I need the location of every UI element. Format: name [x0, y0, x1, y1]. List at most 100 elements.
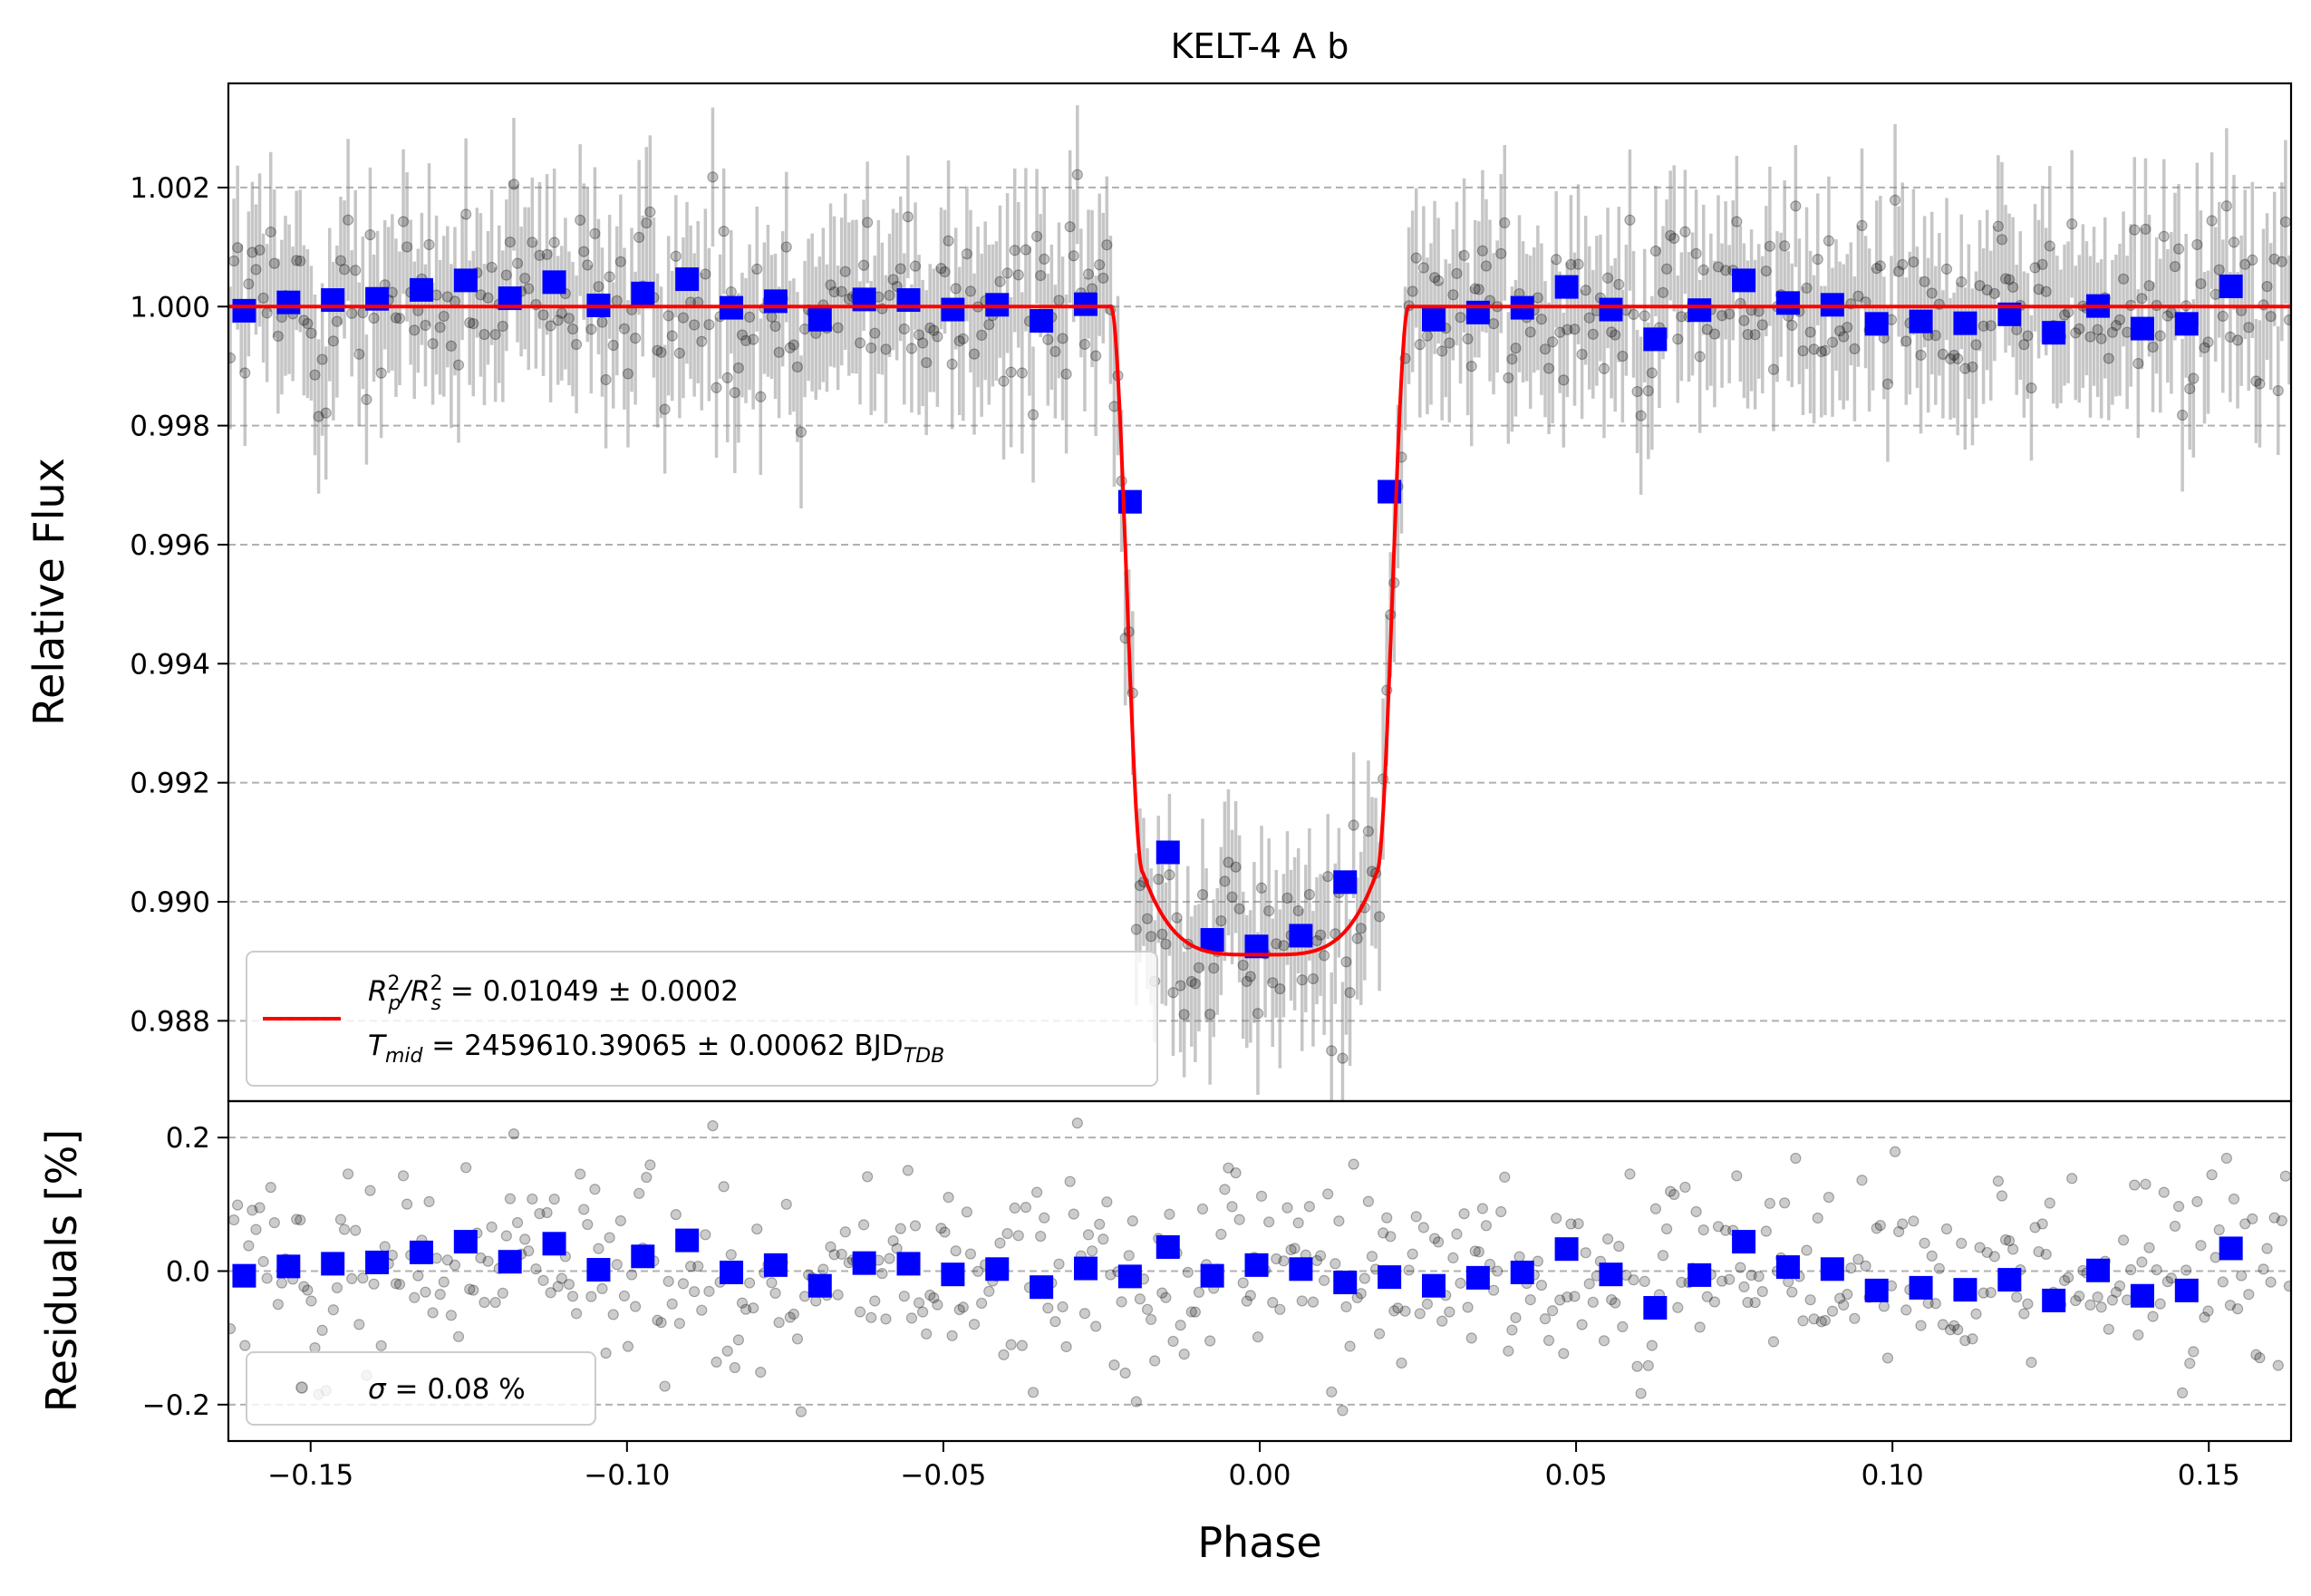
flux-binned-point [2130, 316, 2154, 341]
residual-point [1871, 1223, 1882, 1234]
residual-point [1587, 1296, 1599, 1308]
residual-y-tick-label: −0.2 [142, 1389, 210, 1422]
flux-point [1646, 367, 1658, 379]
flux-point [2066, 218, 2078, 230]
residual-point [1716, 1275, 1728, 1287]
residual-point [1801, 1244, 1813, 1256]
flux-point [950, 283, 962, 295]
residual-point [250, 1224, 262, 1235]
residual-point [1215, 1228, 1227, 1240]
residual-point [1535, 1279, 1548, 1291]
flux-point [327, 335, 339, 347]
residual-point [909, 1220, 922, 1232]
flux-point [500, 269, 512, 281]
residual-point [1856, 1175, 1868, 1186]
residual-binned-point [232, 1263, 256, 1288]
flux-binned-point [1775, 291, 1800, 315]
flux-point [482, 292, 494, 304]
residual-point [338, 1224, 351, 1235]
residual-point [1852, 1253, 1864, 1265]
flux-binned-point [1643, 327, 1668, 352]
flux-point [1661, 263, 1673, 275]
residual-point [1303, 1201, 1315, 1213]
residual-point [2084, 1299, 2096, 1311]
residual-point [1385, 1231, 1397, 1243]
residual-point [684, 1261, 697, 1272]
flux-point [1071, 169, 1083, 180]
flux-point [1414, 339, 1426, 351]
flux-point [434, 322, 446, 334]
residual-point [2147, 1311, 2159, 1322]
flux-point [983, 319, 995, 331]
residual-y-ticks: −0.2 0.0 0.2 [142, 1122, 228, 1422]
flux-point [1469, 283, 1481, 295]
flux-y-tick-label: 0.992 [130, 768, 210, 800]
residual-point [1189, 1306, 1201, 1318]
flux-point [2202, 336, 2214, 348]
residual-point [1624, 1168, 1636, 1180]
flux-point [1362, 826, 1374, 837]
residual-point [1241, 1295, 1252, 1307]
residual-point [905, 1312, 918, 1324]
residual-point [1340, 1301, 1352, 1313]
residual-point [2261, 1243, 2273, 1254]
flux-point [401, 241, 413, 253]
residual-point [2003, 1234, 2016, 1247]
flux-point [1908, 256, 1919, 268]
flux-point [375, 367, 387, 379]
residual-point [1767, 1336, 1780, 1348]
residual-point [452, 1330, 465, 1342]
flux-point [1204, 1009, 1216, 1020]
flux-point [1580, 285, 1591, 296]
flux-point [1487, 318, 1500, 330]
flux-point [968, 348, 981, 360]
residual-point [295, 1214, 306, 1226]
flux-point [1819, 344, 1831, 356]
flux-point [2231, 334, 2244, 346]
residual-point [346, 1272, 358, 1285]
residual-point [449, 1259, 461, 1271]
residual-point [810, 1295, 822, 1307]
residual-point [1661, 1223, 1673, 1235]
flux-point [732, 362, 745, 374]
residual-point [2191, 1195, 2203, 1207]
flux-point [1631, 385, 1643, 398]
flux-point [1060, 368, 1072, 380]
flux-point [2084, 331, 2096, 343]
flux-point [334, 255, 347, 266]
flux-point [2161, 310, 2173, 322]
flux-point [1005, 366, 1017, 378]
flux-point [2040, 285, 2052, 297]
residual-point [1708, 1296, 1721, 1308]
flux-point [1292, 904, 1304, 917]
residual-point [902, 1165, 914, 1176]
flux-binned-point [409, 277, 433, 302]
flux-point [711, 382, 722, 393]
flux-point [2018, 339, 2030, 351]
flux-point [570, 338, 583, 351]
residual-point [1134, 1293, 1146, 1305]
flux-point [441, 291, 453, 303]
residual-point [1999, 1233, 2012, 1246]
flux-point [659, 403, 671, 415]
flux-point [887, 274, 899, 285]
flux-point [869, 327, 881, 339]
residual-point [721, 1345, 733, 1357]
residual-point [1495, 1205, 1507, 1218]
residual-binned-point [1030, 1275, 1054, 1300]
phase-x-tick-label: 0.10 [1861, 1459, 1924, 1492]
flux-point [468, 317, 479, 330]
residual-point [1462, 1301, 1474, 1313]
residual-point [953, 1303, 965, 1316]
residual-point [700, 1229, 711, 1241]
residual-binned-point [498, 1250, 522, 1274]
residual-binned-point [985, 1257, 1010, 1282]
residual-point [2063, 1272, 2074, 1283]
legend-sigma-label: σ = 0.08 % [368, 1373, 526, 1406]
residual-binned-point [1864, 1278, 1889, 1302]
flux-point [902, 211, 914, 223]
flux-point [1601, 272, 1614, 284]
flux-point [1628, 308, 1639, 320]
residual-point [2011, 1291, 2023, 1303]
residual-binned-point [1074, 1256, 1098, 1281]
